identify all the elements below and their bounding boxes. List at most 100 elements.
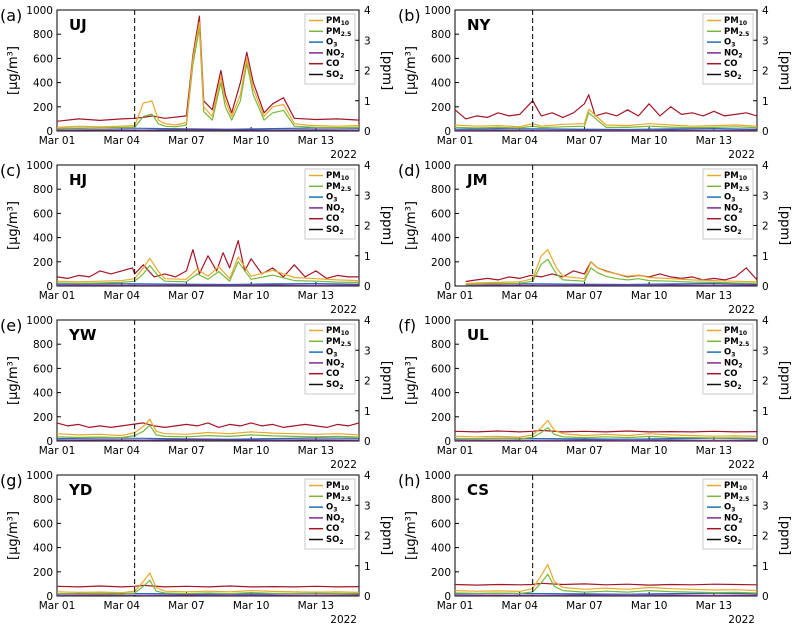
left-tick-label: 1000 [424, 5, 451, 17]
panel-letter: (b) [398, 6, 421, 25]
right-tick-label: 1 [364, 96, 371, 108]
series-line-pm25 [454, 573, 758, 595]
panel-letter: (e) [0, 316, 22, 335]
legend-box [304, 478, 356, 550]
series-line-o3 [56, 283, 360, 286]
legend-entry: SO2 [724, 225, 742, 236]
series-line-co [454, 429, 758, 433]
legend-entry: NO2 [724, 358, 743, 369]
legend-subscript: 2 [737, 74, 741, 81]
right-axis-label: [ppm] [777, 51, 792, 90]
station-label: CS [467, 481, 489, 499]
year-label: 2022 [330, 614, 357, 625]
left-tick-label: 600 [33, 53, 53, 65]
x-tick-label: Mar 04 [501, 290, 538, 302]
legend-subscript: 2 [340, 52, 344, 59]
left-tick-label: 600 [33, 363, 53, 375]
legend-entry: NO2 [326, 203, 345, 214]
legend-box [702, 168, 754, 240]
legend-entry: PM2.5 [326, 337, 351, 348]
right-tick-label: 4 [364, 5, 371, 17]
left-tick-label: 800 [33, 494, 53, 506]
year-label: 2022 [330, 149, 357, 161]
series-line-o3 [56, 437, 360, 440]
legend-entry: PM2.5 [724, 337, 749, 348]
legend-entry: SO2 [326, 225, 344, 236]
legend-subscript: 2 [339, 229, 343, 236]
left-tick-label: 0 [444, 436, 451, 448]
series-line-co [465, 261, 758, 283]
x-tick-label: Mar 04 [103, 600, 140, 612]
left-axis-label: [μg/m³] [6, 46, 21, 95]
year-label: 2022 [330, 459, 357, 471]
x-tick-label: Mar 04 [501, 445, 538, 457]
x-tick-label: Mar 07 [566, 290, 603, 302]
right-tick-label: 4 [762, 160, 769, 172]
series-line-co [454, 582, 758, 586]
legend-entry: PM10 [326, 171, 349, 182]
x-tick-label: Mar 07 [168, 445, 205, 457]
right-tick-label: 1 [364, 561, 371, 573]
legend-subscript: 2.5 [739, 186, 750, 193]
left-tick-label: 400 [33, 543, 53, 555]
right-axis-label: [ppm] [777, 516, 792, 555]
legend-entry: O3 [724, 503, 735, 514]
legend-subscript: 3 [333, 507, 337, 514]
legend-entry: PM10 [724, 171, 747, 182]
year-label: 2022 [330, 304, 357, 316]
legend-entry: PM10 [326, 16, 349, 27]
x-tick-label: Mar 13 [696, 290, 733, 302]
x-tick-label: Mar 10 [233, 445, 270, 457]
legend-subscript: 2.5 [341, 496, 352, 503]
right-axis-label: [ppm] [379, 206, 394, 245]
x-tick-label: Mar 10 [233, 600, 270, 612]
legend-entry: PM10 [724, 481, 747, 492]
x-tick-label: Mar 04 [103, 445, 140, 457]
right-tick-label: 1 [762, 251, 769, 263]
left-tick-label: 200 [33, 412, 53, 424]
right-tick-label: 2 [364, 66, 371, 78]
station-label: UL [467, 326, 489, 344]
legend-entry: NO2 [326, 358, 345, 369]
legend-entry: PM2.5 [724, 182, 749, 193]
legend-entry: O3 [326, 38, 337, 49]
legend-entry: PM10 [724, 326, 747, 337]
legend-entry: CO [326, 59, 339, 69]
legend-subscript: 2 [738, 207, 742, 214]
x-tick-label: Mar 10 [631, 445, 668, 457]
series-line-pm10 [454, 108, 758, 128]
right-tick-label: 3 [762, 190, 769, 202]
right-tick-label: 3 [364, 190, 371, 202]
left-tick-label: 1000 [26, 160, 53, 172]
series-line-pm25 [454, 112, 758, 129]
left-tick-label: 800 [33, 184, 53, 196]
x-tick-label: Mar 10 [631, 600, 668, 612]
legend-subscript: 2 [340, 517, 344, 524]
legend-subscript: 10 [341, 330, 349, 337]
legend-subscript: 10 [341, 175, 349, 182]
legend-subscript: 10 [739, 330, 747, 337]
series-line-pm25 [56, 27, 360, 130]
left-tick-label: 200 [33, 257, 53, 269]
left-tick-label: 600 [431, 363, 451, 375]
left-tick-label: 200 [431, 257, 451, 269]
panel-letter: (g) [0, 471, 23, 490]
legend-entry: O3 [724, 348, 735, 359]
left-axis-label: [μg/m³] [404, 356, 419, 405]
right-tick-label: 0 [762, 281, 769, 293]
year-label: 2022 [728, 304, 755, 316]
legend-subscript: 2 [738, 52, 742, 59]
legend-subscript: 3 [731, 352, 735, 359]
right-axis-label: [ppm] [379, 516, 394, 555]
legend-subscript: 3 [731, 507, 735, 514]
left-tick-label: 1000 [424, 315, 451, 327]
legend-entry: CO [326, 524, 339, 534]
left-tick-label: 1000 [26, 470, 53, 482]
legend-subscript: 2 [737, 384, 741, 391]
right-tick-label: 2 [762, 531, 769, 543]
